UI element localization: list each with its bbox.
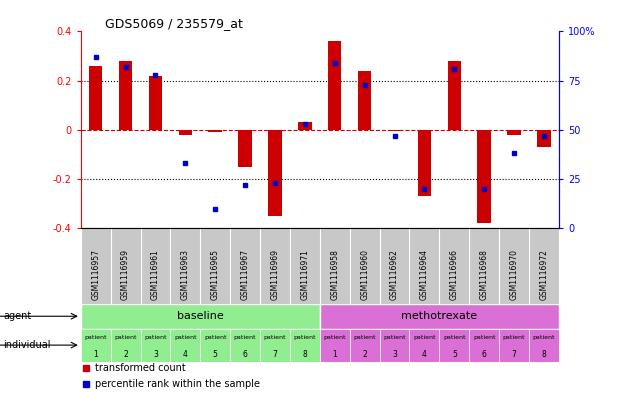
- Text: patient: patient: [443, 335, 466, 340]
- Text: GSM1116961: GSM1116961: [151, 249, 160, 300]
- Text: GSM1116958: GSM1116958: [330, 249, 339, 300]
- Text: 2: 2: [123, 350, 128, 359]
- Text: patient: patient: [204, 335, 227, 340]
- Text: 3: 3: [392, 350, 397, 359]
- Bar: [209, 130, 222, 132]
- Text: GSM1116968: GSM1116968: [479, 249, 489, 300]
- Bar: [350, 329, 379, 362]
- Text: 1: 1: [332, 350, 337, 359]
- Text: GDS5069 / 235579_at: GDS5069 / 235579_at: [104, 17, 243, 30]
- Text: patient: patient: [383, 335, 406, 340]
- Text: patient: patient: [533, 335, 555, 340]
- Text: 7: 7: [273, 350, 278, 359]
- Text: 5: 5: [452, 350, 456, 359]
- Text: 5: 5: [213, 350, 217, 359]
- Bar: [499, 329, 529, 362]
- Text: GSM1116969: GSM1116969: [271, 249, 279, 300]
- Text: GSM1116972: GSM1116972: [540, 249, 548, 300]
- Text: patient: patient: [234, 335, 256, 340]
- Text: GSM1116959: GSM1116959: [121, 249, 130, 300]
- Bar: [358, 71, 371, 130]
- Text: GSM1116957: GSM1116957: [91, 249, 100, 300]
- Bar: [529, 329, 559, 362]
- Text: 4: 4: [422, 350, 427, 359]
- Bar: [200, 329, 230, 362]
- Text: GSM1116965: GSM1116965: [211, 249, 220, 300]
- Text: GSM1116970: GSM1116970: [510, 249, 519, 300]
- Bar: [469, 329, 499, 362]
- Text: patient: patient: [473, 335, 496, 340]
- Bar: [230, 329, 260, 362]
- Bar: [111, 329, 140, 362]
- Text: 8: 8: [302, 350, 307, 359]
- Bar: [320, 329, 350, 362]
- Text: patient: patient: [503, 335, 525, 340]
- Text: GSM1116964: GSM1116964: [420, 249, 429, 300]
- Text: 6: 6: [482, 350, 487, 359]
- Bar: [170, 329, 200, 362]
- Bar: [298, 123, 312, 130]
- Text: methotrexate: methotrexate: [401, 311, 478, 321]
- Text: patient: patient: [413, 335, 436, 340]
- Text: patient: patient: [353, 335, 376, 340]
- Bar: [409, 329, 440, 362]
- Bar: [448, 61, 461, 130]
- Text: patient: patient: [114, 335, 137, 340]
- Text: transformed count: transformed count: [95, 364, 186, 373]
- Text: baseline: baseline: [177, 311, 224, 321]
- Bar: [140, 329, 170, 362]
- Text: patient: patient: [144, 335, 166, 340]
- Text: GSM1116971: GSM1116971: [301, 249, 309, 300]
- Bar: [81, 329, 111, 362]
- Bar: [148, 76, 162, 130]
- Text: patient: patient: [84, 335, 107, 340]
- Bar: [268, 130, 282, 216]
- Bar: [440, 329, 469, 362]
- Bar: [418, 130, 431, 196]
- Text: GSM1116960: GSM1116960: [360, 249, 369, 300]
- Bar: [89, 66, 102, 130]
- Bar: [179, 130, 192, 135]
- Text: patient: patient: [324, 335, 346, 340]
- Bar: [537, 130, 551, 147]
- Bar: [478, 130, 491, 223]
- Text: GSM1116966: GSM1116966: [450, 249, 459, 300]
- Text: patient: patient: [294, 335, 316, 340]
- Text: 8: 8: [542, 350, 546, 359]
- Text: patient: patient: [174, 335, 197, 340]
- Text: 7: 7: [512, 350, 517, 359]
- Bar: [119, 61, 132, 130]
- Text: 4: 4: [183, 350, 188, 359]
- Bar: [81, 304, 320, 329]
- Bar: [388, 130, 401, 131]
- Text: 1: 1: [93, 350, 98, 359]
- Text: percentile rank within the sample: percentile rank within the sample: [95, 378, 260, 389]
- Text: 6: 6: [243, 350, 248, 359]
- Text: GSM1116967: GSM1116967: [240, 249, 250, 300]
- Bar: [379, 329, 409, 362]
- Text: agent: agent: [3, 311, 31, 321]
- Text: GSM1116963: GSM1116963: [181, 249, 190, 300]
- Bar: [290, 329, 320, 362]
- Bar: [260, 329, 290, 362]
- Text: individual: individual: [3, 340, 50, 350]
- Text: 2: 2: [362, 350, 367, 359]
- Bar: [328, 41, 342, 130]
- Bar: [507, 130, 521, 135]
- Bar: [238, 130, 252, 167]
- Text: patient: patient: [264, 335, 286, 340]
- Bar: [320, 304, 559, 329]
- Text: 3: 3: [153, 350, 158, 359]
- Text: GSM1116962: GSM1116962: [390, 249, 399, 300]
